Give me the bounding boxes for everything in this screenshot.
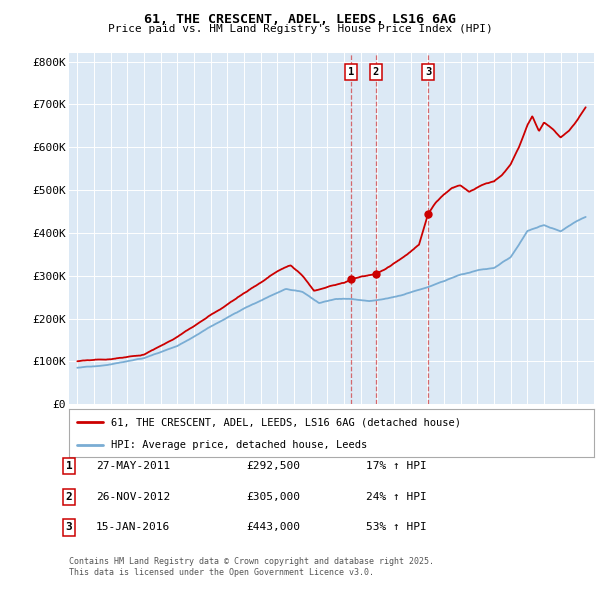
Text: 61, THE CRESCENT, ADEL, LEEDS, LS16 6AG (detached house): 61, THE CRESCENT, ADEL, LEEDS, LS16 6AG … <box>111 417 461 427</box>
Text: £292,500: £292,500 <box>246 461 300 471</box>
Text: 1: 1 <box>348 67 354 77</box>
Text: 3: 3 <box>65 523 73 532</box>
Text: 27-MAY-2011: 27-MAY-2011 <box>96 461 170 471</box>
Text: 24% ↑ HPI: 24% ↑ HPI <box>366 492 427 502</box>
Text: 15-JAN-2016: 15-JAN-2016 <box>96 523 170 532</box>
Text: 1: 1 <box>65 461 73 471</box>
Text: 2: 2 <box>65 492 73 502</box>
Text: Price paid vs. HM Land Registry's House Price Index (HPI): Price paid vs. HM Land Registry's House … <box>107 24 493 34</box>
Text: 3: 3 <box>425 67 431 77</box>
Text: 17% ↑ HPI: 17% ↑ HPI <box>366 461 427 471</box>
Text: 53% ↑ HPI: 53% ↑ HPI <box>366 523 427 532</box>
Text: £305,000: £305,000 <box>246 492 300 502</box>
Text: 2: 2 <box>373 67 379 77</box>
Text: £443,000: £443,000 <box>246 523 300 532</box>
Text: 61, THE CRESCENT, ADEL, LEEDS, LS16 6AG: 61, THE CRESCENT, ADEL, LEEDS, LS16 6AG <box>144 13 456 26</box>
Text: 26-NOV-2012: 26-NOV-2012 <box>96 492 170 502</box>
Text: HPI: Average price, detached house, Leeds: HPI: Average price, detached house, Leed… <box>111 440 367 450</box>
Text: This data is licensed under the Open Government Licence v3.0.: This data is licensed under the Open Gov… <box>69 568 374 577</box>
Text: Contains HM Land Registry data © Crown copyright and database right 2025.: Contains HM Land Registry data © Crown c… <box>69 558 434 566</box>
